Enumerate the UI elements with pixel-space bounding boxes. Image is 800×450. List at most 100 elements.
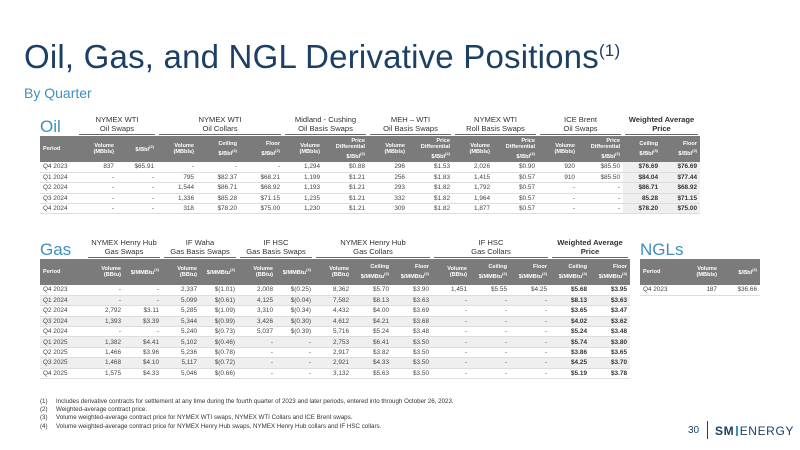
gas-col-header: Floor $/MMBtu(2) [510, 259, 550, 285]
oil-col-header: Volume (MBbls) [538, 136, 578, 162]
gas-col-header: Volume (BBtu) [86, 259, 124, 285]
value-cell: - [432, 295, 470, 307]
table-row: Q3 2024- -1,336 $85.28 $71.15 1,235 $1.21 332 $… [40, 193, 700, 205]
value-cell: $3.50 [392, 357, 432, 369]
value-cell: $1.21 [323, 193, 368, 205]
value-cell: $3.68 [392, 316, 432, 328]
period-cell: Q4 2024 [40, 326, 86, 338]
oil-group-underline [79, 134, 155, 135]
oil-col-header: Ceiling $/Bbl(3) [623, 136, 661, 162]
value-cell: 1,451 [432, 285, 470, 296]
value-cell: - [157, 162, 197, 173]
value-cell: 5,344 [162, 316, 200, 328]
value-cell: 3,426 [238, 316, 276, 328]
gas-group-underline [240, 257, 312, 258]
value-cell: $85.28 [197, 193, 240, 205]
value-cell: $82.37 [197, 172, 240, 184]
value-cell: $3.65 [590, 347, 630, 359]
value-cell: 910 [538, 172, 578, 184]
value-cell: $68.21 [240, 172, 283, 184]
value-cell: 5,236 [162, 347, 200, 359]
oil-group-header: MEH – WTI Oil Basis Swaps [383, 115, 438, 133]
table-row: Q1 2024- -795 $82.37 $68.21 1,199 $1.21 256 $1.… [40, 172, 700, 184]
value-cell: $4.02 [550, 316, 590, 328]
oil-group-header: NYMEX WTI Oil Collars [198, 115, 242, 133]
value-cell: $76.69 [623, 162, 661, 173]
table-row: Q4 2024- -318 $78.20 $75.00 1,230 $1.21 309 $1.… [40, 203, 700, 215]
gas-group-underline [164, 257, 236, 258]
table-row: Q4 2023 837 $65.91- - -1,294 $0.88 296 $1.53 2,0… [40, 162, 700, 173]
value-cell: - [276, 347, 314, 359]
oil-group-header: ICE Brent Oil Swaps [563, 115, 598, 133]
value-cell: - [238, 368, 276, 380]
value-cell: 5,099 [162, 295, 200, 307]
value-cell: $4.10 [124, 357, 162, 369]
value-cell: - [432, 347, 470, 359]
footnote-2: (2) Weighted-average contract price. [40, 406, 148, 414]
value-cell: $1.82 [408, 182, 453, 194]
period-cell: Q2 2024 [40, 305, 86, 317]
value-cell: $84.04 [623, 172, 661, 184]
value-cell: $(0.99) [200, 316, 238, 328]
gas-col-header: Floor $/MMBtu(2) [392, 259, 432, 285]
value-cell: $8.13 [550, 295, 590, 307]
value-cell: 5,117 [162, 357, 200, 369]
value-cell: $8.13 [352, 295, 392, 307]
value-cell: - [432, 368, 470, 380]
value-cell: 837 [77, 162, 117, 173]
oil-col-header: $/Bbl(2) [117, 136, 157, 162]
gas-group-header: IF HSC Gas Collars [471, 238, 511, 256]
value-cell: $3.47 [590, 305, 630, 317]
value-cell: $1.83 [408, 172, 453, 184]
table-row: Q4 2023- -2,337 $(1.01) 2,008 $(0.25) 8,362 $5… [40, 285, 630, 296]
value-cell: $1.82 [408, 203, 453, 215]
value-cell: $86.71 [197, 182, 240, 194]
period-cell: Q2 2024 [40, 182, 77, 194]
value-cell: $36.66 [720, 285, 760, 296]
value-cell: $(0.72) [200, 357, 238, 369]
ngl-section-label: NGLs [640, 240, 684, 259]
value-cell: $1.21 [323, 203, 368, 215]
value-cell: $1.82 [408, 193, 453, 205]
value-cell: 1,382 [86, 336, 124, 348]
oil-group-header: Weighted Average Price [628, 115, 695, 133]
value-cell: - [432, 316, 470, 328]
table-row: Q1 2024- -5,099 $(0.61) 4,125 $(0.04) 7,582 $8… [40, 295, 630, 307]
value-cell: $71.15 [661, 193, 700, 205]
value-cell: 795 [157, 172, 197, 184]
oil-col-header: Floor $/Bbl(3) [661, 136, 700, 162]
period-cell: Q4 2025 [40, 368, 86, 380]
gas-group-header: NYMEX Henry Hub Gas Swaps [91, 238, 157, 256]
page-subtitle: By Quarter [24, 85, 92, 101]
value-cell: $(1.09) [200, 305, 238, 317]
value-cell: $(0.30) [276, 316, 314, 328]
oil-col-header: Volume (MBbls) [453, 136, 493, 162]
value-cell: - [578, 182, 623, 194]
table-row: Q3 2025 1,468 $4.10 5,117 $(0.72) - -2,921 $4.3… [40, 357, 630, 369]
page-title: Oil, Gas, and NGL Derivative Positions(1… [24, 38, 621, 75]
value-cell: 309 [368, 203, 408, 215]
value-cell: 1,393 [86, 316, 124, 328]
value-cell: - [510, 347, 550, 359]
gas-group-header: Weighted Average Price [557, 238, 623, 256]
oil-group-underline [285, 134, 366, 135]
value-cell: $3.48 [590, 326, 630, 338]
value-cell: - [470, 326, 510, 338]
value-cell: $5.70 [352, 285, 392, 296]
value-cell: 1,544 [157, 182, 197, 194]
value-cell: - [510, 368, 550, 380]
oil-group-header: Midland - Cushing Oil Basis Swaps [294, 115, 357, 133]
value-cell: - [117, 203, 157, 215]
value-cell: 5,716 [314, 326, 352, 338]
value-cell: $71.15 [240, 193, 283, 205]
table-row: Q4 2023 187 $36.66 [640, 285, 760, 296]
oil-col-header: Volume (MBbls) [368, 136, 408, 162]
gas-col-header: $/MMBtu(2) [276, 259, 314, 285]
value-cell: $(0.25) [276, 285, 314, 296]
gas-col-header: $/MMBtu(2) [124, 259, 162, 285]
value-cell: 2,917 [314, 347, 352, 359]
value-cell: $(0.61) [200, 295, 238, 307]
value-cell: $1.53 [408, 162, 453, 173]
value-cell: 1,230 [283, 203, 323, 215]
value-cell: $3.62 [590, 316, 630, 328]
